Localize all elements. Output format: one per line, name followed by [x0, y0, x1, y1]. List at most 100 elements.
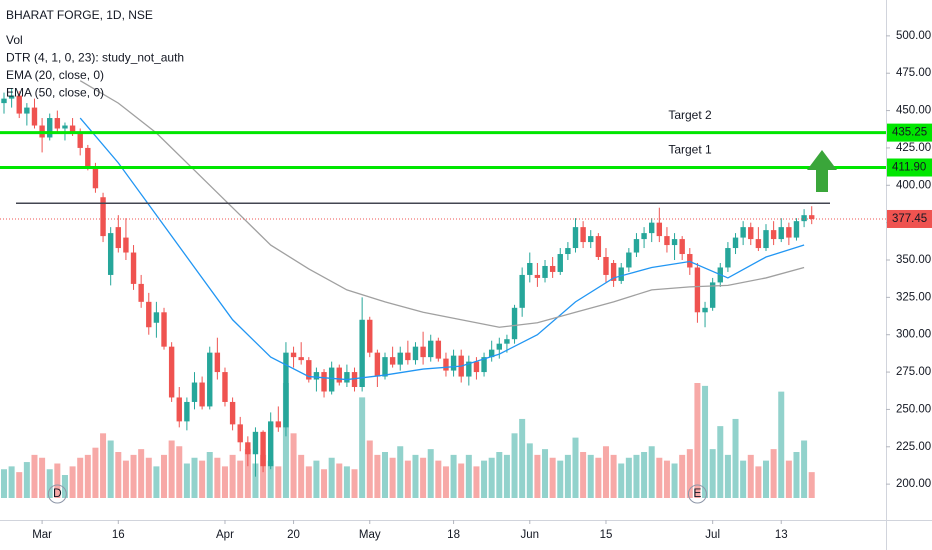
volume-bar: [511, 433, 518, 498]
last-price-label: 377.45: [892, 213, 927, 225]
candle-body: [412, 346, 419, 361]
volume-bar: [214, 457, 221, 498]
candle-body: [54, 118, 61, 129]
volume-bar: [382, 452, 388, 498]
candle-body: [47, 118, 53, 138]
candle-body: [610, 262, 617, 281]
volume-bar: [488, 457, 495, 498]
candle-body: [306, 360, 312, 380]
volume-bar: [671, 463, 678, 498]
chart-title: BHARAT FORGE, 1D, NSE: [6, 8, 153, 22]
level-price-box: [887, 123, 932, 142]
volume-bar: [343, 466, 350, 498]
volume-bar: [23, 462, 30, 498]
volume-bar: [359, 397, 366, 498]
y-tick-label: 500.00: [896, 30, 931, 42]
candle-body: [260, 431, 266, 467]
candle-body: [755, 239, 762, 249]
candle-body: [397, 352, 403, 365]
x-tick-label: 20: [287, 529, 300, 541]
volume-bar: [785, 460, 792, 498]
candle-body: [732, 237, 739, 249]
volume-bar: [618, 463, 625, 498]
volume-bar: [46, 469, 53, 498]
volume-bar: [473, 466, 480, 498]
candle-body: [207, 352, 213, 407]
candle-body: [420, 346, 426, 358]
volume-bar: [191, 457, 198, 498]
candle-body: [763, 230, 769, 249]
y-tick-label: 425.00: [896, 142, 931, 154]
volume-bar: [503, 454, 510, 498]
candle-body: [252, 431, 259, 455]
candle-body: [809, 215, 815, 219]
candle-body: [664, 236, 670, 246]
candle-body: [694, 267, 701, 313]
volume-bar: [633, 454, 640, 498]
volume-bar: [770, 449, 777, 498]
candle-body: [123, 237, 129, 253]
volume-bar: [572, 437, 579, 498]
volume-bar: [755, 466, 762, 498]
candle-body: [184, 401, 190, 422]
candle-body: [443, 358, 449, 371]
level-price-box: [887, 158, 932, 177]
volume-bar: [229, 454, 236, 498]
volume-bar: [77, 457, 84, 498]
level-label: Target 2: [668, 108, 712, 122]
candle-body: [542, 265, 548, 278]
candle-body: [130, 252, 137, 284]
volume-bar: [336, 463, 343, 498]
volume-bar: [39, 457, 46, 498]
candle-body: [351, 372, 358, 388]
volume-bar: [519, 418, 526, 498]
y-tick-label: 275.00: [896, 366, 931, 378]
candle-body: [92, 167, 99, 189]
candle-body: [214, 352, 221, 373]
candle-body: [740, 227, 746, 238]
volume-bar: [183, 463, 190, 498]
level-label: Target 1: [668, 143, 712, 157]
volume-bar: [442, 466, 449, 498]
volume-bar: [420, 457, 427, 498]
x-tick-label: 16: [112, 529, 125, 541]
volume-bar: [153, 466, 160, 498]
volume-bar: [793, 452, 800, 498]
y-tick-label: 200.00: [896, 478, 931, 490]
candle-body: [168, 346, 175, 398]
volume-bar: [465, 454, 472, 498]
candle-body: [321, 372, 327, 392]
candle-body: [595, 236, 602, 258]
up-arrow: [807, 150, 837, 192]
candle-body: [473, 361, 480, 373]
candle-body: [336, 367, 342, 383]
candle-body: [146, 301, 152, 328]
volume-bar: [84, 454, 91, 498]
candle-body: [16, 95, 22, 114]
volume-bar: [244, 449, 251, 498]
volume-bar: [1, 469, 7, 498]
candle-body: [633, 239, 640, 253]
volume-bar: [115, 452, 122, 498]
volume-bar: [481, 460, 488, 498]
volume-bar: [435, 460, 442, 498]
volume-bar: [694, 383, 701, 498]
volume-bar: [625, 457, 632, 498]
plot-area: Target 2 Target 1 D E: [0, 80, 886, 504]
candle-body: [1, 98, 7, 104]
volume-bar: [351, 469, 358, 498]
volume-bar: [282, 383, 289, 498]
volume-bar: [61, 475, 68, 498]
candle-body: [359, 319, 365, 388]
volume-bar: [260, 454, 267, 498]
candle-body: [580, 227, 586, 243]
candle-body: [85, 147, 91, 168]
volume-bar: [778, 391, 785, 498]
candle-body: [374, 352, 381, 377]
candle-body: [69, 125, 76, 132]
volume-bar: [641, 452, 648, 498]
level-price-label: 435.25: [892, 127, 927, 139]
volume-bar: [290, 433, 297, 498]
volume-bar: [389, 457, 396, 498]
volume-bar: [397, 446, 404, 498]
